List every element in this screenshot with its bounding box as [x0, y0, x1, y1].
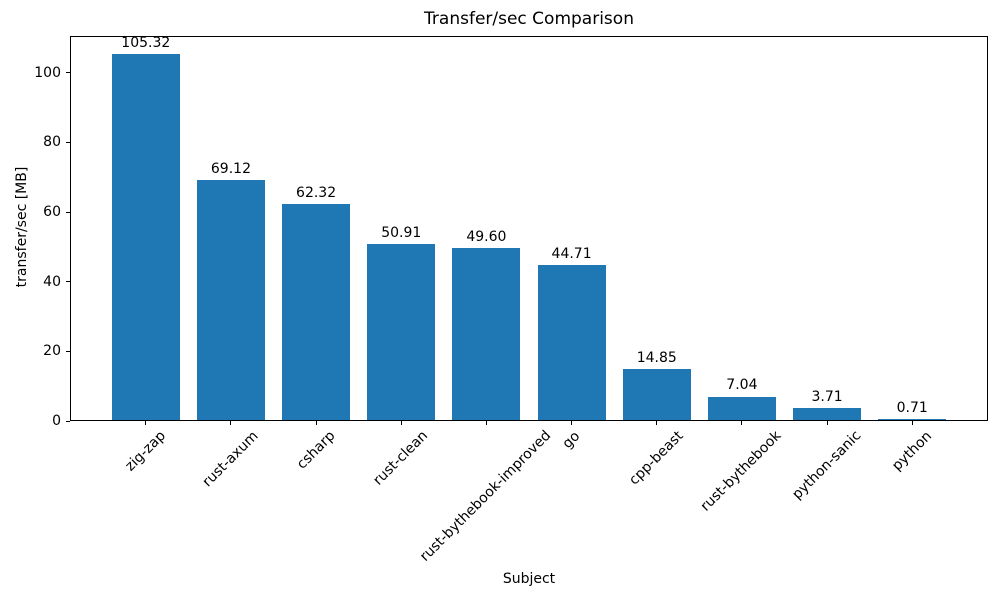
- y-tick-label: 80: [43, 134, 61, 151]
- bar-value-label: 0.71: [896, 399, 928, 416]
- bar: [282, 204, 351, 421]
- x-tick-label: zig-zap: [122, 427, 169, 475]
- bar-value-label: 62.32: [296, 185, 337, 202]
- bar-value-label: 105.32: [121, 35, 171, 52]
- bar-value-label: 7.04: [726, 377, 758, 394]
- plot-area: [70, 36, 988, 421]
- x-tick-label: python: [888, 427, 935, 474]
- y-tick-label: 60: [43, 204, 61, 221]
- y-tick: [66, 420, 70, 422]
- bar: [196, 180, 265, 421]
- y-tick-label: 0: [52, 413, 61, 429]
- y-axis-label: transfer/sec [MB]: [14, 166, 30, 288]
- bar-value-label: 50.91: [381, 224, 422, 241]
- x-tick-label: cpp-beast: [626, 427, 687, 489]
- x-tick: [400, 421, 402, 425]
- x-tick-label: rust-axum: [199, 428, 262, 491]
- y-tick-label: 20: [43, 343, 61, 360]
- y-tick: [66, 141, 70, 143]
- y-tick-label: 100: [34, 64, 61, 81]
- x-tick: [911, 421, 913, 425]
- bar: [792, 408, 862, 421]
- y-tick: [66, 211, 70, 213]
- bar: [367, 243, 436, 421]
- bar: [537, 265, 606, 421]
- y-tick: [66, 72, 70, 74]
- bar-value-label: 14.85: [636, 350, 677, 367]
- y-tick: [66, 350, 70, 352]
- chart-title: Transfer/sec Comparison: [424, 9, 634, 29]
- x-tick-label: go: [559, 427, 584, 452]
- bar: [878, 418, 947, 421]
- y-tick: [66, 281, 70, 283]
- bar: [707, 396, 776, 421]
- x-axis-label: Subject: [502, 571, 556, 587]
- x-tick: [485, 421, 487, 425]
- x-tick: [230, 421, 232, 425]
- bar: [622, 369, 691, 421]
- x-tick: [826, 421, 828, 425]
- x-tick-label: rust-clean: [370, 427, 432, 489]
- bar: [111, 54, 180, 421]
- x-tick-label: rust-bythebook-improved: [417, 427, 555, 566]
- x-tick-label: csharp: [293, 427, 339, 473]
- y-tick-label: 40: [43, 273, 61, 290]
- bar-value-label: 69.12: [210, 161, 251, 178]
- bar-value-label: 49.60: [466, 229, 507, 246]
- x-tick: [741, 421, 743, 425]
- x-tick-label: rust-bythebook: [698, 428, 785, 515]
- x-tick: [145, 421, 147, 425]
- bar: [452, 248, 521, 421]
- x-tick-label: python-sanic: [789, 427, 865, 504]
- bar-value-label: 3.71: [811, 389, 843, 406]
- x-tick: [571, 421, 573, 425]
- x-tick: [315, 421, 317, 425]
- x-tick: [656, 421, 658, 425]
- bar-value-label: 44.71: [551, 246, 592, 263]
